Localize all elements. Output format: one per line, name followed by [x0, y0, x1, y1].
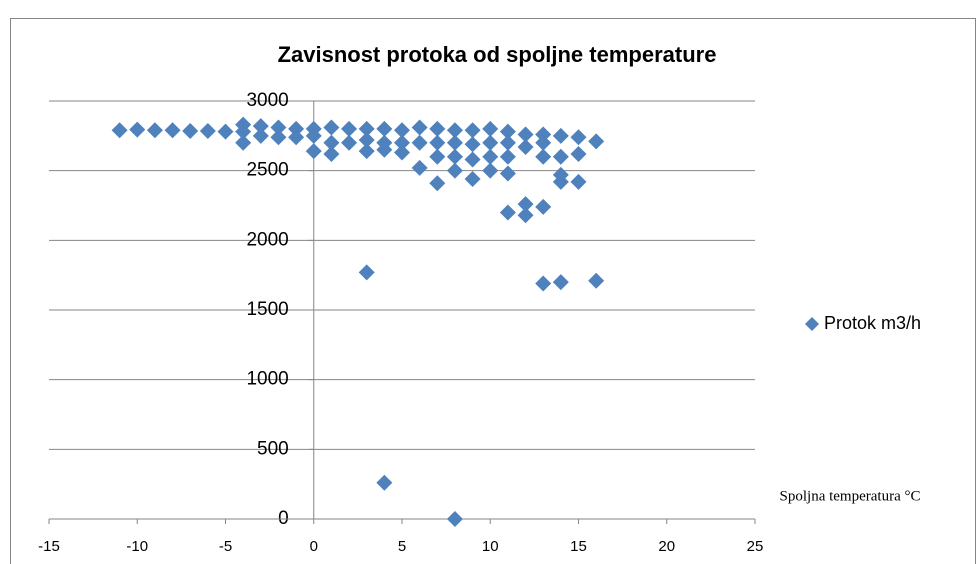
x-tick-label: -5	[219, 538, 232, 555]
point	[464, 122, 481, 139]
legend-label: Protok m3/h	[824, 313, 921, 333]
point	[376, 120, 393, 137]
point	[535, 198, 552, 215]
point	[570, 145, 587, 162]
x-axis-label: Spoljna temperatura °C	[780, 488, 921, 504]
point	[270, 119, 287, 136]
point	[358, 143, 375, 160]
point	[305, 143, 322, 160]
point	[376, 141, 393, 158]
point	[411, 159, 428, 176]
y-tick-label: 3000	[246, 90, 288, 111]
point	[146, 122, 163, 139]
point	[182, 122, 199, 139]
y-tick-label: 1500	[246, 299, 288, 320]
point	[252, 118, 269, 135]
point	[111, 122, 128, 139]
x-tick-label: 15	[570, 538, 587, 555]
point	[570, 129, 587, 146]
point	[341, 134, 358, 151]
y-tick-label: 1000	[246, 369, 288, 390]
chart-title: Zavisnost protoka od spoljne temperature	[278, 42, 717, 67]
point	[499, 134, 516, 151]
x-tick-label: 0	[310, 538, 318, 555]
point	[535, 275, 552, 292]
point	[358, 132, 375, 149]
point	[429, 134, 446, 151]
y-tick-label: 2500	[246, 160, 288, 181]
point	[499, 204, 516, 221]
point	[535, 148, 552, 165]
point	[464, 151, 481, 168]
point	[446, 134, 463, 151]
point	[535, 126, 552, 143]
point	[411, 119, 428, 136]
y-tick-label: 2000	[246, 229, 288, 250]
point	[517, 196, 534, 213]
point	[323, 134, 340, 151]
point	[482, 148, 499, 165]
point	[376, 474, 393, 491]
x-tick-label: 5	[398, 538, 406, 555]
legend-marker	[805, 317, 819, 331]
point	[235, 123, 252, 140]
point	[552, 127, 569, 144]
point	[446, 511, 463, 527]
point	[270, 129, 287, 146]
point	[588, 272, 605, 289]
point	[288, 129, 305, 146]
point	[588, 133, 605, 150]
point	[517, 138, 534, 155]
point	[517, 207, 534, 224]
point	[217, 123, 234, 140]
point	[499, 165, 516, 182]
point	[394, 122, 410, 139]
point	[429, 175, 446, 192]
point	[411, 134, 428, 151]
point	[394, 144, 410, 161]
point	[482, 162, 499, 179]
point	[252, 127, 269, 144]
x-tick-label: -10	[126, 538, 148, 555]
point	[323, 145, 340, 162]
chart-border	[10, 18, 976, 564]
point	[129, 121, 146, 138]
point	[429, 148, 446, 165]
point	[358, 264, 375, 281]
point	[394, 134, 410, 151]
point	[570, 173, 587, 190]
point	[464, 136, 481, 153]
point	[464, 171, 481, 188]
point	[535, 134, 552, 151]
y-tick-label: 500	[257, 438, 289, 459]
point	[164, 122, 181, 139]
point	[482, 134, 499, 151]
point	[429, 120, 446, 137]
point	[499, 123, 516, 140]
point	[446, 162, 463, 179]
x-tick-label: -15	[38, 538, 60, 555]
point	[446, 148, 463, 165]
point	[552, 274, 569, 291]
point	[235, 134, 252, 151]
x-tick-label: 25	[747, 538, 764, 555]
point	[341, 120, 358, 137]
point	[358, 120, 375, 137]
point	[552, 148, 569, 165]
point	[517, 126, 534, 143]
point	[446, 122, 463, 139]
point	[305, 127, 322, 144]
point	[499, 148, 516, 165]
x-tick-label: 20	[658, 538, 675, 555]
point	[552, 173, 569, 190]
point	[482, 120, 499, 137]
point	[288, 120, 305, 137]
x-tick-label: 10	[482, 538, 499, 555]
point	[199, 122, 216, 139]
point	[323, 119, 340, 136]
